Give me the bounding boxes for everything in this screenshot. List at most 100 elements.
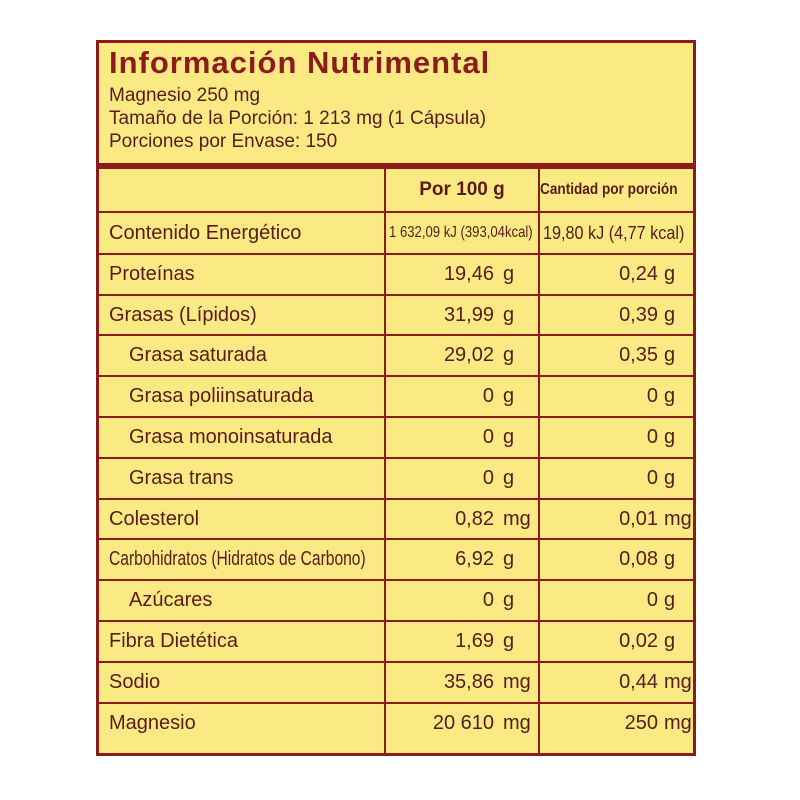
nutrient-name-text: Magnesio: [109, 712, 196, 734]
row-divider: [99, 416, 693, 418]
value-per-100g: 0,82: [455, 508, 494, 530]
product-line: Magnesio 250 mg: [109, 85, 261, 106]
value-per-100g: 0: [482, 467, 494, 489]
row-divider: [99, 498, 693, 500]
serving-size-line: Tamaño de la Porción: 1 213 mg (1 Cápsul…: [109, 108, 487, 129]
row-divider: [99, 620, 693, 622]
nutrition-facts-label: Información Nutrimental Magnesio 250 mg …: [96, 40, 696, 756]
nutrient-name: Grasa monoinsaturada: [129, 417, 332, 457]
nutrient-name: Azúcares: [129, 580, 212, 620]
nutrient-name: Carbohidratos (Hidratos de Carbono): [109, 539, 438, 579]
unit-per-portion: g: [664, 630, 676, 652]
row-divider: [99, 457, 693, 459]
nutrient-name: Colesterol: [109, 499, 199, 539]
label-title: Información Nutrimental: [109, 45, 491, 80]
header-divider: [99, 211, 693, 213]
nutrient-name-text: Grasa monoinsaturada: [129, 426, 333, 448]
energy-per-portion: 19,80 kJ (4,77 kcal): [543, 213, 700, 253]
energy-per-100g-text: 1 632,09 kJ (393,04kcal): [389, 224, 533, 241]
unit-per-portion: g: [664, 304, 676, 326]
value-per-portion: 0,24: [619, 263, 658, 285]
unit-per-100g: g: [503, 344, 515, 366]
header-per-portion: Cantidad por porción: [540, 169, 693, 211]
nutrient-name-text: Grasa saturada: [129, 344, 267, 366]
nutrient-name-text: Colesterol: [109, 508, 200, 530]
nutrient-name: Sodio: [109, 662, 160, 702]
unit-per-portion: g: [664, 426, 676, 448]
value-per-100g: 19,46: [443, 263, 494, 285]
value-per-100g: 31,99: [443, 304, 494, 326]
value-per-portion: 250: [624, 712, 658, 734]
row-divider: [99, 538, 693, 540]
nutrient-name-text: Carbohidratos (Hidratos de Carbono): [109, 548, 366, 570]
nutrient-name-text: Fibra Dietética: [109, 630, 238, 652]
value-per-100g: 1,69: [455, 630, 494, 652]
value-per-portion: 0: [646, 385, 658, 407]
value-per-100g: 20 610: [432, 712, 494, 734]
nutrient-name: Magnesio: [109, 703, 196, 743]
value-per-100g: 0: [482, 385, 494, 407]
unit-per-100g: g: [503, 467, 515, 489]
nutrient-name-text: Sodio: [109, 671, 161, 693]
nutrient-name: Grasa trans: [129, 458, 233, 498]
row-divider: [99, 579, 693, 581]
nutrient-name-text: Proteínas: [109, 263, 195, 285]
row-divider: [99, 334, 693, 336]
row-divider: [99, 375, 693, 377]
nutrient-name: Proteínas: [109, 254, 195, 294]
unit-per-100g: mg: [503, 712, 531, 734]
energy-per-portion-text: 19,80 kJ (4,77 kcal): [543, 223, 685, 243]
unit-per-100g: g: [503, 304, 515, 326]
unit-per-portion: mg: [664, 712, 692, 734]
unit-per-portion: g: [664, 589, 676, 611]
nutrient-name-text: Grasa poliinsaturada: [129, 385, 314, 407]
row-divider: [99, 253, 693, 255]
value-per-portion: 0,35: [619, 344, 658, 366]
nutrient-name-text: Azúcares: [129, 589, 213, 611]
value-per-portion: 0,02: [619, 630, 658, 652]
row-divider: [99, 702, 693, 704]
nutrient-name-text: Grasas (Lípidos): [109, 304, 257, 326]
thick-divider: [99, 163, 693, 169]
unit-per-portion: g: [664, 344, 676, 366]
value-per-portion: 0,01: [619, 508, 658, 530]
value-per-100g: 0: [482, 426, 494, 448]
unit-per-portion: mg: [664, 508, 692, 530]
unit-per-100g: g: [503, 630, 515, 652]
nutrient-name: Fibra Dietética: [109, 621, 238, 661]
value-per-portion: 0,44: [619, 671, 658, 693]
unit-per-100g: g: [503, 263, 515, 285]
row-divider: [99, 294, 693, 296]
value-per-portion: 0: [646, 467, 658, 489]
nutrient-name: Grasas (Lípidos): [109, 295, 257, 335]
nutrient-name: Contenido Energético: [109, 213, 301, 253]
unit-per-100g: g: [503, 589, 515, 611]
nutrient-name-text: Grasa trans: [129, 467, 234, 489]
unit-per-100g: mg: [503, 508, 531, 530]
header-per-100g: Por 100 g: [419, 179, 505, 200]
header-per-portion-text: Cantidad por porción: [540, 181, 678, 198]
unit-per-100g: g: [503, 548, 515, 570]
servings-per-container-line: Porciones por Envase: 150: [109, 131, 338, 152]
value-per-100g: 29,02: [443, 344, 494, 366]
energy-per-100g: 1 632,09 kJ (393,04kcal): [389, 213, 564, 253]
value-per-100g: 0: [482, 589, 494, 611]
unit-per-portion: g: [664, 263, 676, 285]
value-per-100g: 6,92: [455, 548, 494, 570]
value-per-portion: 0,39: [619, 304, 658, 326]
column-divider-2: [538, 169, 540, 753]
nutrient-name-text: Contenido Energético: [109, 222, 302, 244]
unit-per-portion: g: [664, 467, 676, 489]
unit-per-100g: g: [503, 426, 515, 448]
value-per-portion: 0,08: [619, 548, 658, 570]
value-per-100g: 35,86: [443, 671, 494, 693]
unit-per-portion: mg: [664, 671, 692, 693]
nutrient-name: Grasa saturada: [129, 335, 267, 375]
unit-per-portion: g: [664, 548, 676, 570]
unit-per-100g: mg: [503, 671, 531, 693]
unit-per-100g: g: [503, 385, 515, 407]
value-per-portion: 0: [646, 426, 658, 448]
row-divider: [99, 661, 693, 663]
nutrient-name: Grasa poliinsaturada: [129, 376, 314, 416]
value-per-portion: 0: [646, 589, 658, 611]
